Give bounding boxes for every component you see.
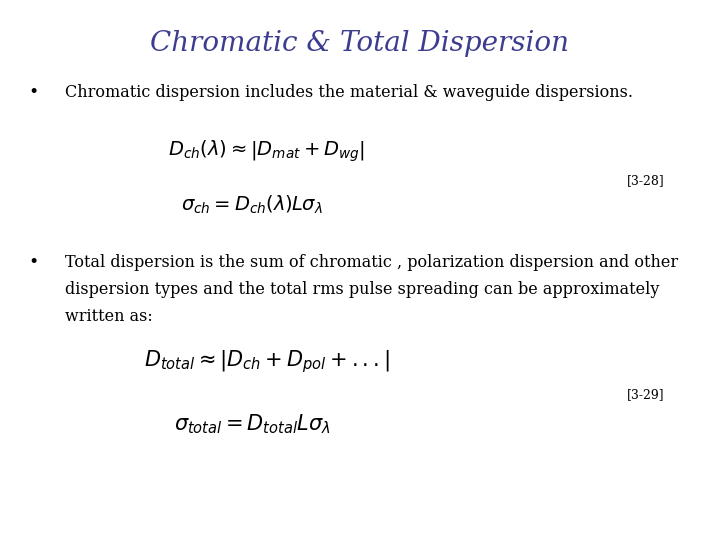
Text: Chromatic & Total Dispersion: Chromatic & Total Dispersion <box>150 30 570 57</box>
Text: dispersion types and the total rms pulse spreading can be approximately: dispersion types and the total rms pulse… <box>65 281 660 298</box>
Text: Total dispersion is the sum of chromatic , polarization dispersion and other: Total dispersion is the sum of chromatic… <box>65 254 678 271</box>
Text: •: • <box>29 84 39 100</box>
Text: $\sigma_{total} = D_{total}L\sigma_{\lambda}$: $\sigma_{total} = D_{total}L\sigma_{\lam… <box>174 412 330 436</box>
Text: $D_{total} \approx \left|D_{ch} + D_{pol} + ...\right|$: $D_{total} \approx \left|D_{ch} + D_{pol… <box>143 348 390 375</box>
Text: •: • <box>29 254 39 271</box>
Text: [3-29]: [3-29] <box>626 388 664 401</box>
Text: $\sigma_{ch} = D_{ch}(\lambda)L\sigma_{\lambda}$: $\sigma_{ch} = D_{ch}(\lambda)L\sigma_{\… <box>181 194 323 217</box>
Text: $D_{ch}(\lambda) \approx \left|D_{mat} + D_{wg}\right|$: $D_{ch}(\lambda) \approx \left|D_{mat} +… <box>168 138 365 164</box>
Text: written as:: written as: <box>65 308 153 325</box>
Text: Chromatic dispersion includes the material & waveguide dispersions.: Chromatic dispersion includes the materi… <box>65 84 633 100</box>
Text: [3-28]: [3-28] <box>626 174 664 187</box>
